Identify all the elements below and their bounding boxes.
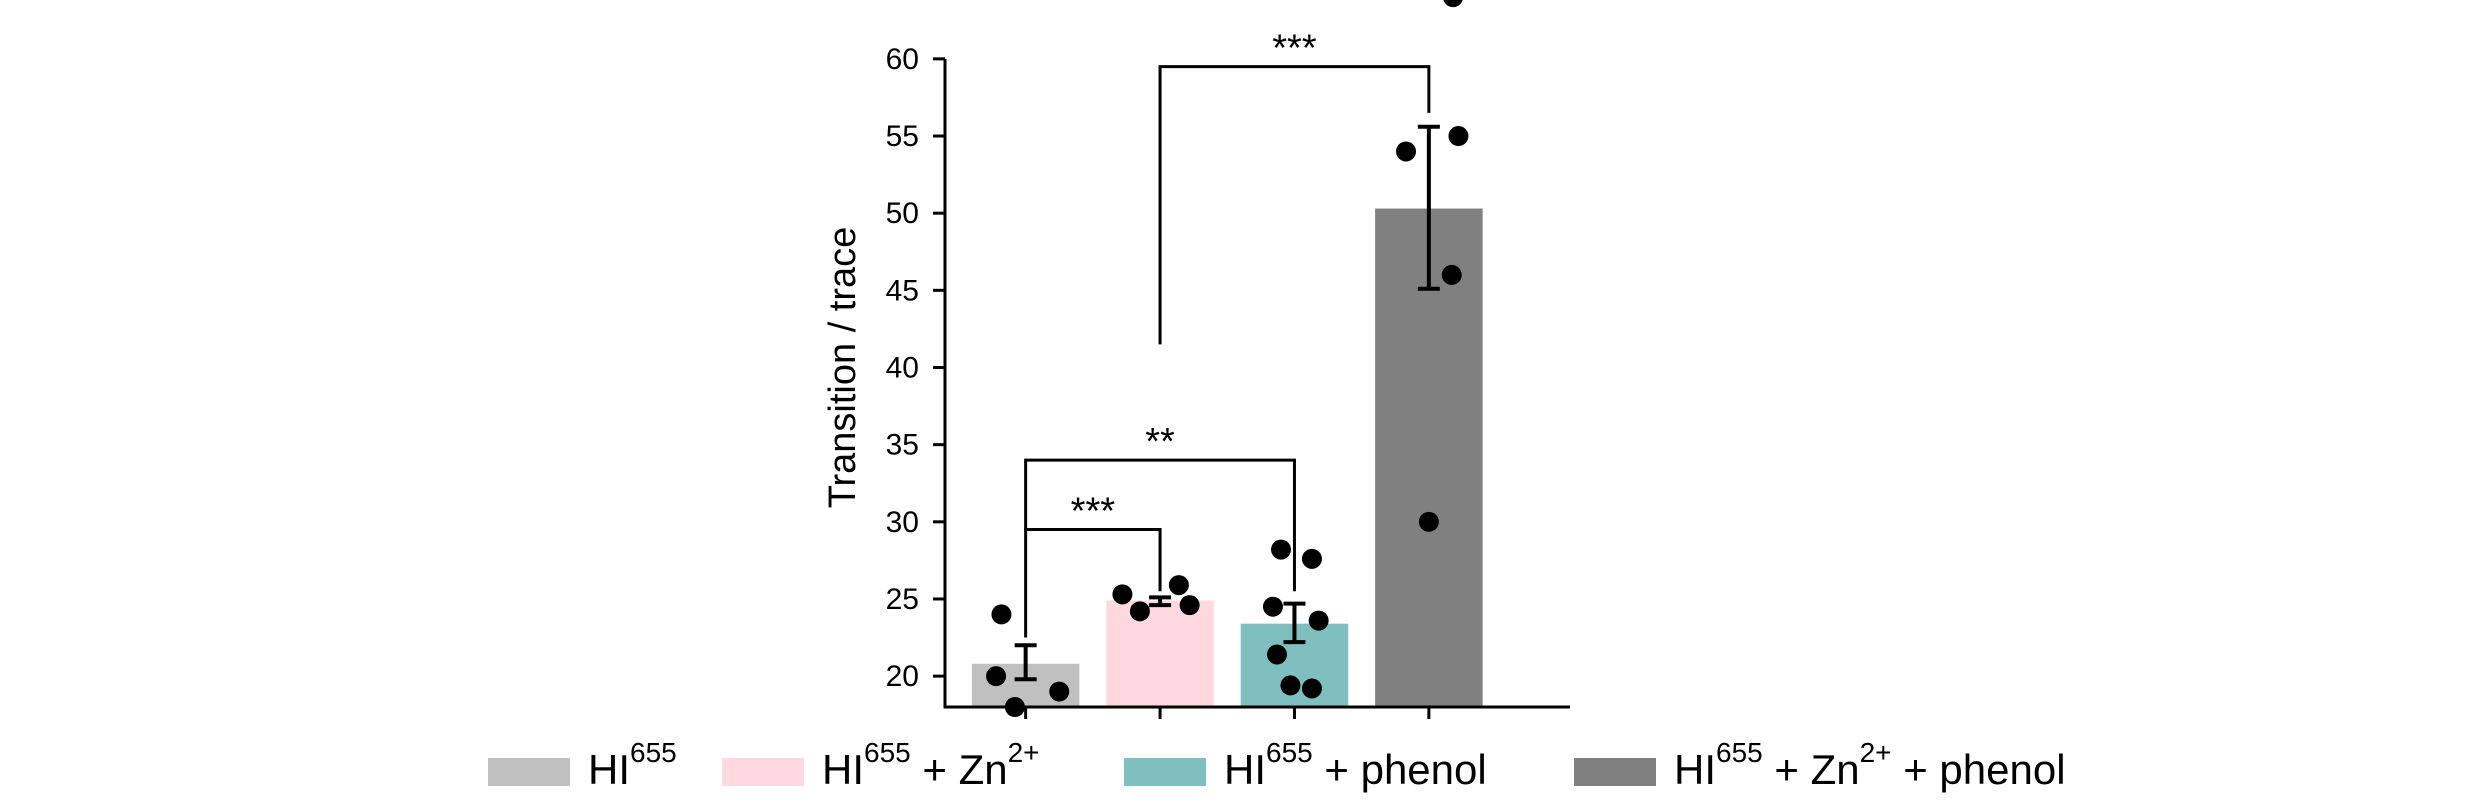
data-point (986, 666, 1007, 687)
significance-bracket (1024, 528, 1162, 638)
data-point (1301, 678, 1322, 699)
y-axis-label: Transition / trace (822, 227, 864, 509)
data-point (1441, 264, 1462, 285)
data-point (1301, 548, 1322, 569)
y-tick-label: 50 (886, 197, 919, 230)
significance-label: *** (1272, 28, 1317, 70)
significance-bracket (1024, 458, 1296, 592)
bar (1375, 208, 1483, 707)
y-tick-label: 60 (886, 43, 919, 76)
bar (1106, 600, 1214, 707)
data-point (1448, 126, 1469, 147)
y-tick-label: 30 (886, 506, 919, 539)
significance-label: *** (1071, 491, 1116, 533)
significance-layer: ******** (1024, 28, 1431, 638)
bars-layer (971, 208, 1483, 707)
y-tick-label: 25 (886, 583, 919, 616)
data-point (1280, 675, 1301, 696)
data-point (1168, 575, 1189, 596)
data-point (1418, 511, 1439, 532)
y-tick-label: 45 (886, 274, 919, 307)
data-point (1112, 584, 1133, 605)
significance-label: ** (1145, 421, 1175, 463)
data-point (1308, 610, 1329, 631)
legend-swatch (1124, 758, 1206, 786)
data-point (1396, 141, 1417, 162)
legend-swatch (488, 758, 570, 786)
y-tick-label: 55 (886, 120, 919, 153)
legend-label: HI655 + Zn2+ + phenol (1674, 737, 2066, 793)
legend-swatch (1574, 758, 1656, 786)
data-point (1271, 539, 1292, 560)
y-tick-label: 35 (886, 429, 919, 462)
data-point (991, 604, 1012, 625)
legend: HI655 HI655 + Zn2+ HI655 + phenol HI655 … (0, 737, 2480, 800)
y-tick-label: 40 (886, 352, 919, 385)
legend-swatch (722, 758, 804, 786)
legend-label: HI655 + phenol (1224, 737, 1487, 793)
significance-bracket (1158, 65, 1431, 345)
data-point (1443, 0, 1463, 8)
data-point (1179, 595, 1200, 616)
axes-layer: 20 25 30 35 40 45 50 55 60 (886, 43, 1570, 719)
error-bars-layer (1014, 124, 1440, 682)
legend-label: HI655 (588, 737, 677, 793)
data-point (1266, 644, 1287, 665)
legend-label: HI655 + Zn2+ (822, 737, 1040, 793)
data-point (1049, 681, 1070, 702)
data-point (1262, 596, 1283, 617)
data-point (1129, 601, 1150, 622)
y-tick-label: 20 (886, 660, 919, 693)
